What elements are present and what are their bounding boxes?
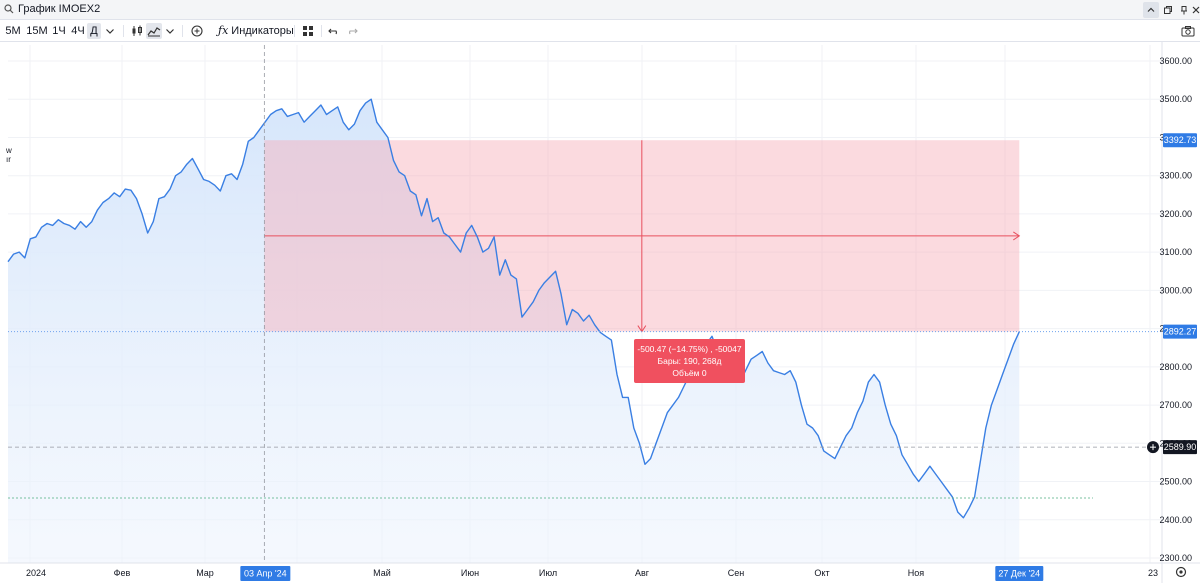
start-date-label-text: 03 Апр '24 (244, 569, 287, 579)
time-tick-label: Мар (196, 568, 214, 578)
redo-icon[interactable] (345, 23, 359, 39)
window-title-text: График IMOEX2 (18, 3, 101, 15)
top-price-label: 3392.73 (1163, 133, 1197, 148)
time-tick-label: Окт (814, 568, 829, 578)
measure-range (264, 140, 1021, 333)
price-tick-label: 2300.00 (1159, 553, 1192, 563)
compare-add-icon[interactable] (189, 23, 205, 39)
candles-icon[interactable] (130, 23, 144, 39)
chart-toolbar: 5M 15M 1Ч 4Ч Д ƒx Индикаторы (0, 20, 1200, 42)
current-price-label-text: 2892.27 (1164, 327, 1197, 337)
price-tick-label: 2800.00 (1159, 362, 1192, 372)
search-icon (4, 4, 14, 14)
legend-fragment: ır (6, 155, 11, 164)
layout-grid-icon[interactable] (300, 23, 316, 39)
tooltip-change: -500.47 (−14.75%) , -50047 (637, 344, 742, 354)
time-tick-label: Май (373, 568, 391, 578)
time-tick-label: Июл (539, 568, 557, 578)
top-price-label-text: 3392.73 (1164, 135, 1197, 145)
crosshair-price-label: 2589.90 (1163, 440, 1197, 455)
end-date-label-text: 27 Дек '24 (998, 569, 1040, 579)
legend-fragment: w (6, 146, 12, 155)
time-tick-label: Авг (635, 568, 650, 578)
time-tick-label: 23 (1148, 568, 1158, 578)
pin-icon[interactable] (1176, 2, 1192, 18)
current-price-label: 2892.27 (1163, 324, 1197, 339)
price-line-path (7, 98, 1020, 519)
start-date-label-bg (240, 566, 291, 581)
tooltip-volume: Объём 0 (672, 368, 707, 378)
measure-tooltip: -500.47 (−14.75%) , -50047 Бары: 190, 26… (634, 339, 745, 383)
settings-gear-icon[interactable] (1175, 566, 1187, 578)
tooltip-bars: Бары: 190, 268д (657, 356, 722, 366)
toolbar-divider (123, 25, 124, 37)
price-tick-label: 3000.00 (1159, 285, 1192, 295)
start-date-label: 03 Апр '24 (240, 566, 291, 581)
price-tick-label: 3300.00 (1159, 171, 1192, 181)
plus-circle-icon (1147, 441, 1159, 454)
axis-labels: 3392.73 2892.27 2589.90 03 Апр '24 27 Дек '2… (240, 133, 1197, 581)
time-axis: 2024ФевМарМайИюнИюлАвгСенОктНояДек23 (0, 562, 1200, 578)
toolbar-divider (321, 25, 322, 37)
price-line (7, 98, 1020, 519)
restore-window-icon[interactable] (1160, 2, 1176, 18)
time-tick-label: Июн (461, 568, 479, 578)
window-title-bar: График IMOEX2 (0, 0, 1200, 20)
end-date-label: 27 Дек '24 (995, 566, 1044, 581)
close-icon[interactable] (1188, 2, 1200, 18)
top-price-label-bg (1163, 133, 1197, 148)
interval-day-button[interactable]: Д (87, 23, 101, 39)
gear-center (1179, 570, 1183, 574)
function-icon: ƒx (218, 24, 229, 37)
time-tick-label: Сен (728, 568, 745, 578)
price-tick-label: 3500.00 (1159, 94, 1192, 104)
window-title: График IMOEX2 (4, 3, 100, 15)
gear-ring (1175, 566, 1187, 578)
interval-5m-button[interactable]: 5M (5, 25, 21, 37)
chart-type-dropdown-icon[interactable] (163, 23, 177, 39)
current-price-label-bg (1163, 324, 1197, 339)
price-tick-label: 2700.00 (1159, 400, 1192, 410)
crosshair-price-label-bg (1163, 440, 1197, 455)
price-tick-label: 3200.00 (1159, 209, 1192, 219)
toolbar-divider (182, 25, 183, 37)
price-tick-label: 2400.00 (1159, 515, 1192, 525)
price-tick-label: 3100.00 (1159, 247, 1192, 257)
price-tick-label: 2500.00 (1159, 477, 1192, 487)
interval-1h-button[interactable]: 1Ч (52, 25, 66, 37)
toolbar-divider (294, 25, 295, 37)
time-tick-label: 2024 (26, 568, 46, 578)
reference-lines (8, 45, 1162, 563)
interval-dropdown-icon[interactable] (103, 23, 117, 39)
collapse-icon[interactable] (1143, 2, 1159, 18)
interval-15m-button[interactable]: 15M (26, 25, 48, 37)
indicators-label: Индикаторы (231, 25, 294, 37)
crosshair-price-label-text: 2589.90 (1164, 442, 1197, 452)
time-tick-label: Фев (114, 568, 131, 578)
time-tick-label: Ноя (908, 568, 925, 578)
indicators-button[interactable]: ƒx Индикаторы (218, 23, 294, 39)
undo-icon[interactable] (327, 23, 341, 39)
camera-icon[interactable] (1180, 23, 1196, 39)
price-axis: 3600.003500.003400.003300.003200.003100.… (1159, 42, 1192, 583)
area-chart-icon[interactable] (146, 23, 162, 39)
measure-arrow-head (1013, 231, 1021, 241)
price-tick-label: 3600.00 (1159, 56, 1192, 66)
end-date-label-bg (995, 566, 1044, 581)
interval-4h-button[interactable]: 4Ч (71, 25, 85, 37)
